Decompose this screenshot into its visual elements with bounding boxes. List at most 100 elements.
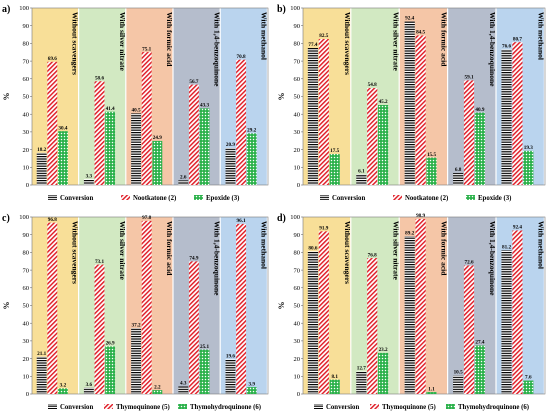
data-label: 1.1 bbox=[428, 386, 435, 392]
category-title: With methanol bbox=[537, 221, 546, 269]
panel-a: a) 0 10 20 30 40 50 60 70 80 90 100% 18.2 3.3 40.5 2.6 2… bbox=[2, 4, 269, 202]
bar-dots bbox=[57, 131, 68, 185]
y-tick-label: 30 bbox=[294, 338, 301, 345]
bar-diag bbox=[236, 59, 247, 185]
legend-label: Conversion bbox=[60, 404, 93, 411]
legend-label: Thymoquinone (5) bbox=[382, 404, 436, 411]
legend-swatch bbox=[104, 404, 113, 409]
bar-hlines bbox=[404, 236, 415, 394]
category-title: With 1,4-benzoquinone bbox=[212, 221, 221, 296]
bar-dots bbox=[246, 387, 257, 394]
panel-label: b) bbox=[277, 4, 286, 15]
bar-dots bbox=[523, 380, 534, 394]
bar-dots bbox=[426, 157, 437, 185]
category-title: With methanol bbox=[260, 221, 269, 269]
bar-hlines bbox=[356, 174, 367, 185]
legend-label: Thymoquinone (5) bbox=[116, 404, 170, 411]
data-label: 10.5 bbox=[454, 370, 463, 376]
data-label: 8.1 bbox=[331, 374, 338, 380]
bar-diag bbox=[188, 261, 199, 394]
data-label: 81.2 bbox=[502, 244, 511, 250]
data-label: 23.2 bbox=[379, 347, 388, 353]
bar-diag bbox=[141, 220, 152, 394]
y-tick-label: 20 bbox=[23, 356, 30, 363]
bar-dots bbox=[329, 154, 340, 185]
bar-diag bbox=[94, 81, 105, 185]
legend-swatch bbox=[314, 404, 323, 409]
panel-c: c) 0 10 20 30 40 50 60 70 80 90 100% 21.1 3.6 37.2 4.3 1… bbox=[2, 213, 269, 411]
bar-dots bbox=[329, 379, 340, 394]
bar-dots bbox=[378, 104, 389, 185]
data-label: 37.2 bbox=[132, 322, 141, 328]
data-label: 45.2 bbox=[379, 99, 388, 105]
y-axis-label: % bbox=[2, 302, 11, 310]
legend-swatch bbox=[48, 195, 57, 200]
legend-label: Epoxide (3) bbox=[206, 195, 239, 202]
legend-label: Thymohydroquinone (6) bbox=[190, 404, 261, 411]
data-label: 3.6 bbox=[86, 382, 93, 388]
legend: Conversion Thymoquinone (5) Thymohydroquin… bbox=[48, 404, 261, 411]
category-title: With methanol bbox=[537, 12, 546, 60]
data-label: 96.8 bbox=[48, 217, 57, 223]
bar-diag bbox=[141, 52, 152, 186]
data-label: 89.2 bbox=[405, 230, 414, 236]
legend-label: Conversion bbox=[326, 404, 359, 411]
bar-diag bbox=[415, 218, 426, 394]
y-tick-label: 80 bbox=[23, 41, 30, 48]
data-label: 12.7 bbox=[357, 366, 366, 372]
data-label: 76.8 bbox=[368, 252, 377, 258]
category-title: With silver nitrate bbox=[118, 221, 127, 281]
category-title: With formic acid bbox=[165, 221, 174, 276]
data-label: 70.8 bbox=[237, 54, 246, 60]
data-label: 40.9 bbox=[475, 107, 484, 113]
bar-diag bbox=[318, 38, 329, 185]
y-axis-label: % bbox=[277, 302, 286, 310]
bar-diag bbox=[236, 223, 247, 394]
legend-swatch bbox=[194, 195, 203, 200]
y-tick-label: 80 bbox=[294, 41, 301, 48]
y-tick-label: 100 bbox=[290, 5, 300, 12]
y-tick-label: 40 bbox=[23, 111, 30, 118]
bar-dots bbox=[523, 150, 534, 185]
bar-hlines bbox=[404, 21, 415, 186]
data-label: 41.4 bbox=[106, 106, 115, 112]
bar-dots bbox=[199, 108, 210, 185]
category-title: With 1,4-benzoquinone bbox=[488, 221, 497, 296]
data-label: 24.9 bbox=[153, 135, 162, 141]
data-label: 82.5 bbox=[319, 33, 328, 39]
category-title: With silver nitrate bbox=[118, 12, 127, 72]
y-tick-label: 0 bbox=[26, 391, 29, 398]
y-tick-label: 60 bbox=[23, 285, 30, 292]
data-label: 30.4 bbox=[58, 125, 67, 131]
data-label: 43.3 bbox=[200, 103, 209, 109]
y-tick-label: 70 bbox=[23, 267, 30, 274]
y-axis-label: % bbox=[2, 93, 11, 101]
category-title: Without scavengers bbox=[71, 221, 80, 284]
y-tick-label: 90 bbox=[23, 23, 30, 30]
data-label: 76.6 bbox=[502, 44, 511, 50]
category-title: With methanol bbox=[260, 12, 269, 60]
panel-label: a) bbox=[2, 4, 10, 15]
y-tick-label: 20 bbox=[294, 356, 301, 363]
data-label: 72.6 bbox=[464, 260, 473, 266]
legend-swatch bbox=[121, 195, 130, 200]
y-tick-label: 40 bbox=[294, 320, 301, 327]
panel-label: d) bbox=[277, 213, 286, 224]
y-tick-label: 20 bbox=[23, 147, 30, 154]
data-label: 56.7 bbox=[189, 79, 198, 85]
data-label: 40.5 bbox=[132, 108, 141, 114]
bar-hlines bbox=[178, 180, 189, 185]
y-tick-label: 30 bbox=[294, 129, 301, 136]
data-label: 27.4 bbox=[475, 340, 484, 346]
y-tick-label: 10 bbox=[23, 165, 30, 172]
data-label: 2.6 bbox=[180, 175, 187, 181]
bar-hlines bbox=[501, 49, 512, 185]
y-tick-label: 90 bbox=[294, 232, 301, 239]
legend-label: Thymohydroquinone (6) bbox=[458, 404, 529, 411]
bar-hlines bbox=[307, 48, 319, 185]
y-tick-label: 100 bbox=[19, 5, 29, 12]
bar-diag bbox=[188, 84, 199, 185]
bar-dots bbox=[105, 346, 116, 394]
legend-swatch bbox=[466, 195, 475, 200]
bar-dots bbox=[474, 345, 485, 394]
